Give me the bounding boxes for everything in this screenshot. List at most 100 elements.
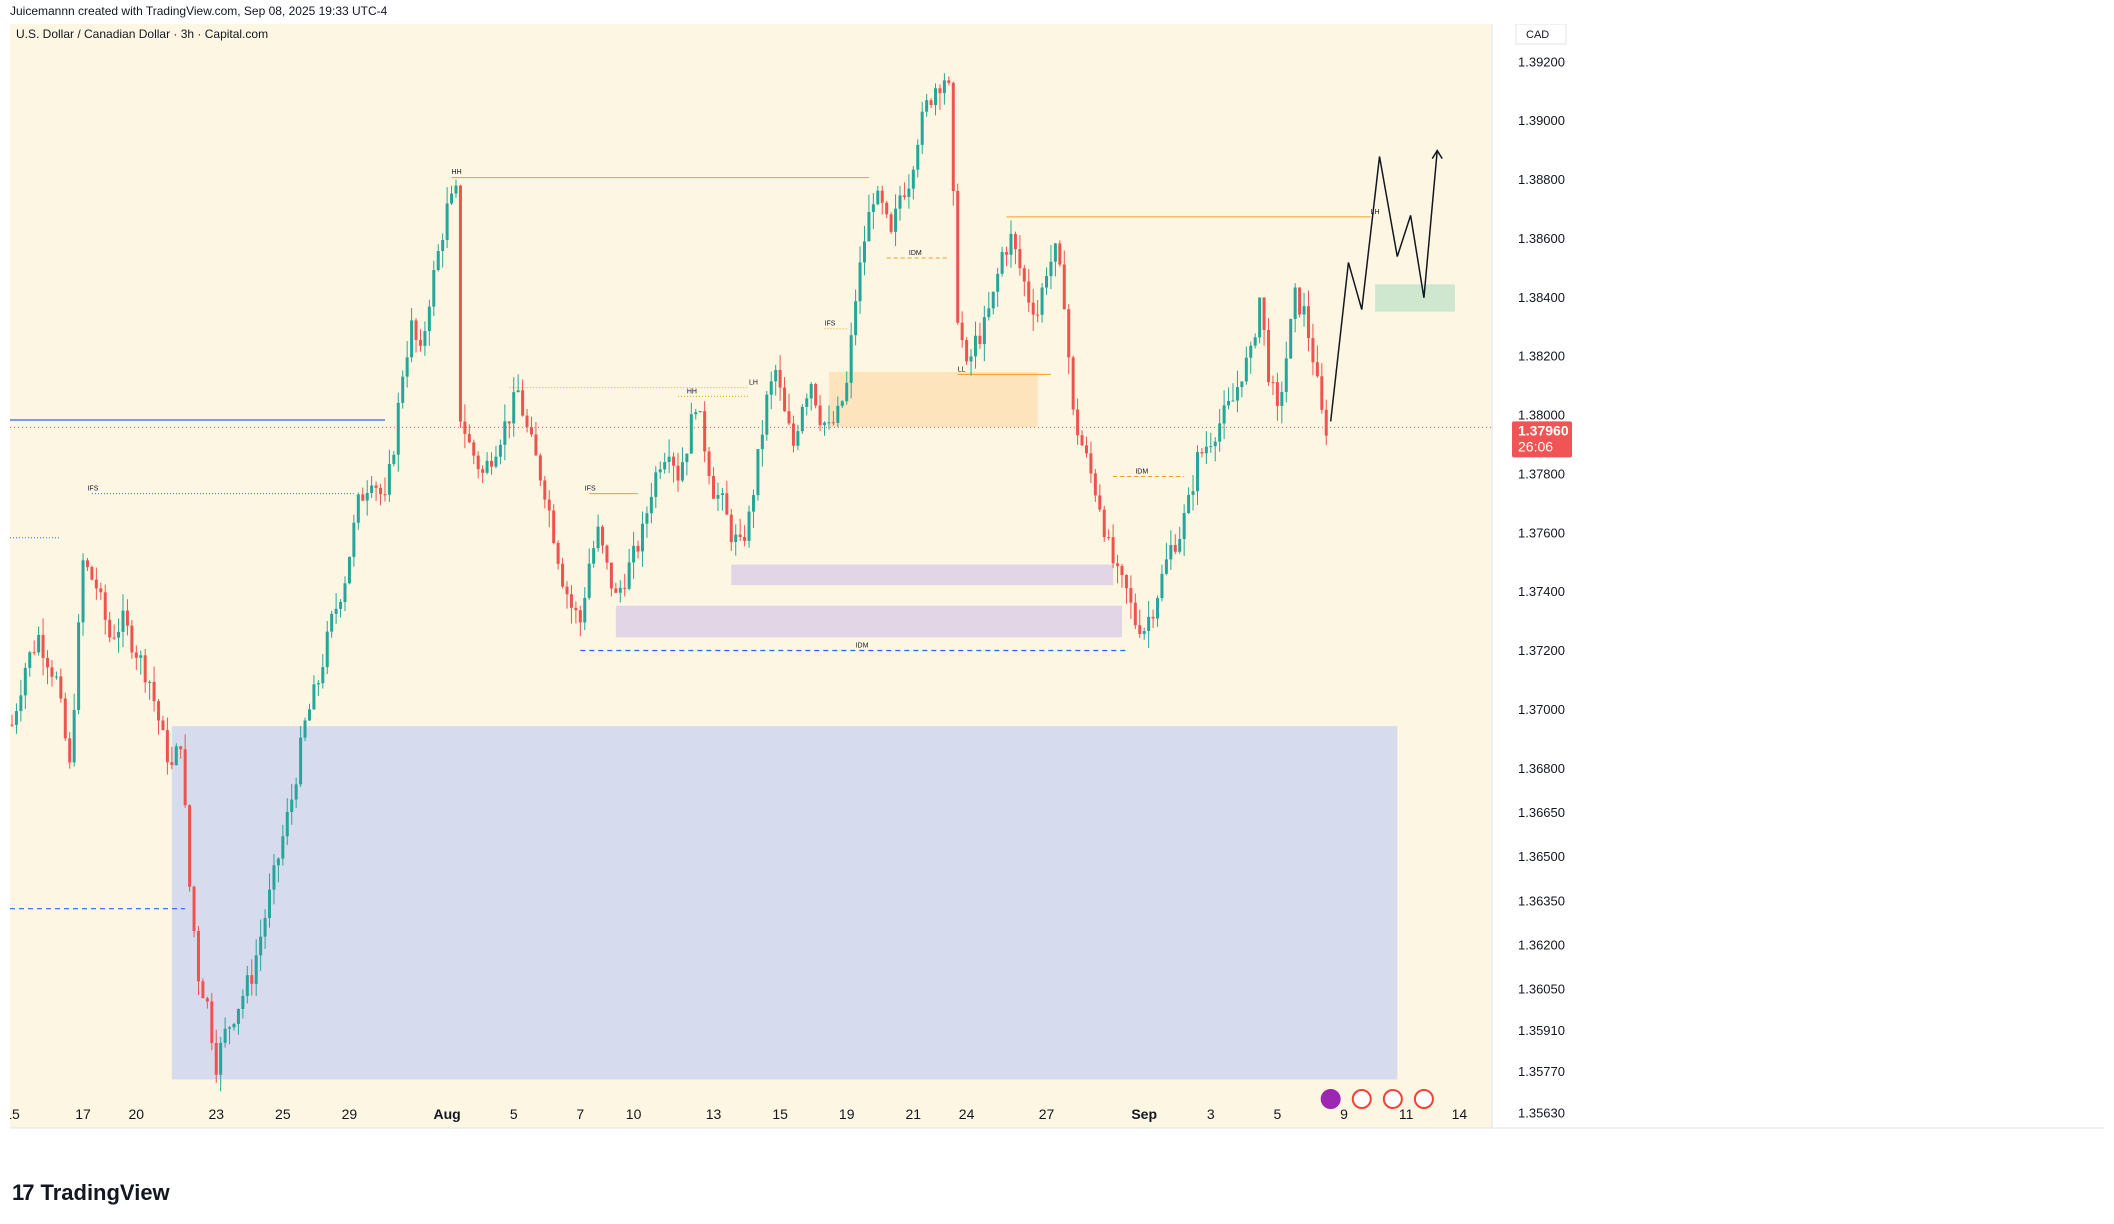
candle-body bbox=[960, 322, 964, 341]
y-tick-label: 1.37200 bbox=[1518, 643, 1565, 658]
candle-body bbox=[849, 335, 853, 383]
y-tick-label: 1.39000 bbox=[1518, 113, 1565, 128]
x-tick-label: 21 bbox=[906, 1106, 922, 1122]
candle-body bbox=[50, 667, 54, 677]
candle-body bbox=[1022, 268, 1026, 282]
candle-body bbox=[170, 762, 174, 766]
x-tick-label: 9 bbox=[1340, 1106, 1348, 1122]
candle-body bbox=[352, 522, 356, 557]
candle-body bbox=[219, 1042, 223, 1075]
candle-body bbox=[54, 676, 58, 678]
candle-body bbox=[658, 469, 662, 473]
candle-body bbox=[934, 88, 938, 105]
candle-body bbox=[379, 487, 383, 495]
candle-body bbox=[685, 453, 689, 463]
candle-body bbox=[712, 476, 716, 499]
candle-body bbox=[547, 499, 551, 511]
candle-body bbox=[139, 655, 143, 658]
price-chart[interactable]: U.S. Dollar / Canadian Dollar · 3h · Cap… bbox=[10, 24, 2104, 1166]
candle-body bbox=[1280, 391, 1284, 406]
annotation-label: HH bbox=[687, 388, 697, 395]
target-zone bbox=[1375, 284, 1455, 312]
candle-body bbox=[210, 1001, 214, 1043]
x-tick-label: 20 bbox=[129, 1106, 145, 1122]
lightning-event-icon bbox=[1320, 1089, 1341, 1109]
candle-body bbox=[68, 738, 72, 763]
candle-body bbox=[845, 382, 849, 402]
candle-body bbox=[1315, 362, 1319, 377]
candle-body bbox=[1138, 625, 1142, 634]
candle-body bbox=[125, 610, 129, 626]
candle-body bbox=[143, 655, 147, 683]
candle-body bbox=[601, 526, 605, 546]
candle-body bbox=[334, 608, 338, 614]
candle-body bbox=[1253, 337, 1257, 346]
candle-body bbox=[982, 317, 986, 345]
candle-body bbox=[703, 411, 707, 452]
y-tick-label: 1.36500 bbox=[1518, 849, 1565, 864]
candle-body bbox=[458, 185, 462, 422]
y-tick-label: 1.36800 bbox=[1518, 761, 1565, 776]
candle-body bbox=[1227, 400, 1231, 406]
candle-body bbox=[117, 631, 121, 638]
candle-body bbox=[361, 494, 365, 501]
candle-body bbox=[472, 442, 476, 456]
us-flag-event-icon bbox=[1351, 1089, 1372, 1109]
candle-body bbox=[1275, 382, 1279, 406]
candle-body bbox=[1120, 565, 1124, 576]
candle-body bbox=[871, 204, 875, 212]
candle-body bbox=[1093, 473, 1097, 496]
candle-body bbox=[1311, 338, 1315, 363]
candle-body bbox=[347, 556, 351, 584]
candle-body bbox=[605, 545, 609, 563]
candle-body bbox=[1013, 233, 1017, 250]
candle-body bbox=[556, 542, 560, 564]
candle-body bbox=[259, 936, 263, 956]
candle-body bbox=[481, 469, 485, 473]
candle-body bbox=[645, 513, 649, 524]
us-flag-event-icon bbox=[1382, 1089, 1403, 1109]
tradingview-logo[interactable]: 17 TradingView bbox=[12, 1180, 170, 1206]
candle-body bbox=[276, 858, 280, 866]
candle-body bbox=[751, 495, 755, 512]
x-tick-label: 23 bbox=[208, 1106, 224, 1122]
x-tick-label: 5 bbox=[510, 1106, 518, 1122]
candle-body bbox=[183, 749, 187, 806]
tradingview-wordmark: TradingView bbox=[40, 1180, 170, 1205]
projection-path bbox=[1329, 150, 1438, 422]
candle-body bbox=[938, 88, 942, 94]
y-tick-label: 1.35770 bbox=[1518, 1064, 1565, 1079]
candle-body bbox=[840, 401, 844, 406]
candle-body bbox=[152, 681, 156, 702]
candle-body bbox=[920, 111, 924, 145]
x-tick-label: 13 bbox=[706, 1106, 722, 1122]
candle-body bbox=[698, 411, 702, 413]
candle-body bbox=[263, 918, 267, 937]
candle-body bbox=[818, 405, 822, 426]
candle-body bbox=[836, 405, 840, 423]
candle-body bbox=[192, 886, 196, 932]
candle-body bbox=[19, 695, 23, 712]
y-tick-label: 1.36350 bbox=[1518, 893, 1565, 908]
candle-body bbox=[947, 80, 951, 83]
candle-body bbox=[423, 331, 427, 346]
candle-body bbox=[174, 746, 178, 766]
y-tick-label: 1.38000 bbox=[1518, 408, 1565, 423]
candle-body bbox=[339, 601, 343, 609]
candle-body bbox=[148, 681, 152, 683]
candle-body bbox=[476, 455, 480, 470]
candle-body bbox=[241, 995, 245, 1009]
candle-body bbox=[894, 208, 898, 232]
candle-body bbox=[525, 415, 529, 428]
y-tick-label: 1.38200 bbox=[1518, 349, 1565, 364]
x-tick-label: 15 bbox=[772, 1106, 788, 1122]
candle-body bbox=[529, 427, 533, 435]
candle-body bbox=[1062, 264, 1066, 310]
candle-body bbox=[1067, 309, 1071, 358]
candle-body bbox=[463, 421, 467, 434]
candle-body bbox=[725, 493, 729, 515]
candle-body bbox=[1244, 357, 1248, 382]
candle-body bbox=[1151, 616, 1155, 619]
candle-body bbox=[831, 422, 835, 424]
economic-events bbox=[1320, 1089, 1434, 1109]
